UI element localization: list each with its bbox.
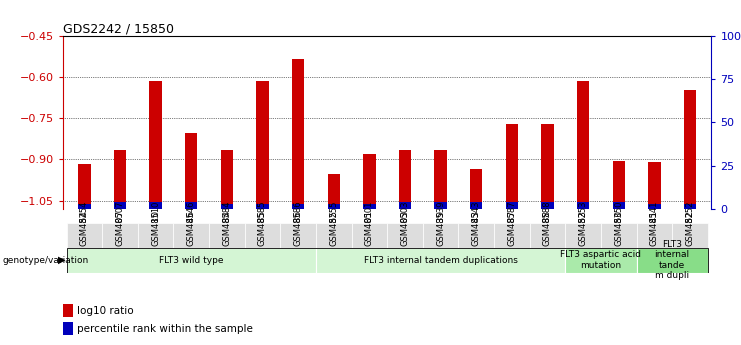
Bar — [63, 304, 73, 317]
Text: GSM48252: GSM48252 — [685, 201, 694, 246]
FancyBboxPatch shape — [280, 223, 316, 248]
Text: GSM48507: GSM48507 — [116, 201, 124, 246]
Bar — [470, 169, 482, 209]
Bar — [541, 202, 554, 209]
Bar — [78, 164, 90, 209]
Bar — [63, 322, 73, 335]
Bar — [505, 124, 518, 209]
FancyBboxPatch shape — [67, 248, 316, 273]
Bar — [150, 81, 162, 209]
Text: FLT3 aspartic acid
mutation: FLT3 aspartic acid mutation — [560, 250, 642, 270]
Text: GSM48587: GSM48587 — [508, 201, 516, 246]
Text: GSM48255: GSM48255 — [329, 201, 338, 246]
Bar — [684, 204, 697, 209]
Text: GSM48586: GSM48586 — [293, 201, 302, 246]
Text: percentile rank within the sample: percentile rank within the sample — [77, 324, 253, 334]
FancyBboxPatch shape — [387, 223, 423, 248]
FancyBboxPatch shape — [530, 223, 565, 248]
Bar — [577, 202, 589, 209]
FancyBboxPatch shape — [637, 248, 708, 273]
Text: GDS2242 / 15850: GDS2242 / 15850 — [63, 22, 174, 35]
FancyBboxPatch shape — [209, 223, 245, 248]
FancyBboxPatch shape — [601, 223, 637, 248]
Text: GSM48350: GSM48350 — [614, 201, 623, 246]
Text: GSM48585: GSM48585 — [258, 201, 267, 246]
Bar — [221, 150, 233, 209]
Bar — [363, 204, 376, 209]
Bar — [434, 202, 447, 209]
Text: GSM48501: GSM48501 — [365, 201, 374, 246]
Bar — [613, 202, 625, 209]
FancyBboxPatch shape — [316, 248, 565, 273]
FancyBboxPatch shape — [138, 223, 173, 248]
Text: GSM48541: GSM48541 — [650, 201, 659, 246]
Text: GSM48510: GSM48510 — [151, 201, 160, 246]
Text: ▶: ▶ — [58, 255, 65, 265]
Bar — [292, 204, 305, 209]
FancyBboxPatch shape — [173, 223, 209, 248]
Text: GSM48546: GSM48546 — [187, 201, 196, 246]
Bar — [328, 204, 340, 209]
FancyBboxPatch shape — [316, 223, 351, 248]
Text: GSM48254: GSM48254 — [80, 201, 89, 246]
FancyBboxPatch shape — [423, 223, 459, 248]
Bar — [577, 81, 589, 209]
FancyBboxPatch shape — [672, 223, 708, 248]
Text: FLT3
internal
tande
m dupli: FLT3 internal tande m dupli — [654, 240, 690, 280]
Text: log10 ratio: log10 ratio — [77, 306, 134, 316]
Text: FLT3 wild type: FLT3 wild type — [159, 256, 224, 265]
FancyBboxPatch shape — [67, 223, 102, 248]
Bar — [78, 204, 90, 209]
Bar — [684, 90, 697, 209]
Bar — [541, 124, 554, 209]
Bar — [434, 150, 447, 209]
Bar — [292, 59, 305, 209]
Bar — [648, 162, 660, 209]
Bar — [399, 150, 411, 209]
Bar — [114, 150, 126, 209]
Bar — [328, 175, 340, 209]
Bar — [613, 161, 625, 209]
FancyBboxPatch shape — [102, 223, 138, 248]
Bar — [114, 202, 126, 209]
Bar — [256, 204, 269, 209]
Text: GSM48584: GSM48584 — [222, 201, 231, 246]
Bar — [185, 134, 197, 209]
Text: GSM48543: GSM48543 — [472, 201, 481, 246]
Text: genotype/variation: genotype/variation — [3, 256, 89, 265]
FancyBboxPatch shape — [351, 223, 387, 248]
FancyBboxPatch shape — [565, 248, 637, 273]
FancyBboxPatch shape — [459, 223, 494, 248]
FancyBboxPatch shape — [565, 223, 601, 248]
Bar — [363, 154, 376, 209]
Text: GSM48539: GSM48539 — [436, 201, 445, 246]
FancyBboxPatch shape — [494, 223, 530, 248]
Bar — [221, 204, 233, 209]
Text: GSM48253: GSM48253 — [579, 201, 588, 246]
FancyBboxPatch shape — [637, 223, 672, 248]
FancyBboxPatch shape — [245, 223, 280, 248]
Bar — [256, 81, 269, 209]
Bar — [150, 202, 162, 209]
Bar — [505, 202, 518, 209]
Text: FLT3 internal tandem duplications: FLT3 internal tandem duplications — [364, 256, 517, 265]
Bar — [185, 202, 197, 209]
Bar — [399, 202, 411, 209]
Text: GSM48503: GSM48503 — [400, 201, 410, 246]
Bar — [648, 204, 660, 209]
Bar — [470, 202, 482, 209]
Text: GSM48588: GSM48588 — [543, 201, 552, 246]
